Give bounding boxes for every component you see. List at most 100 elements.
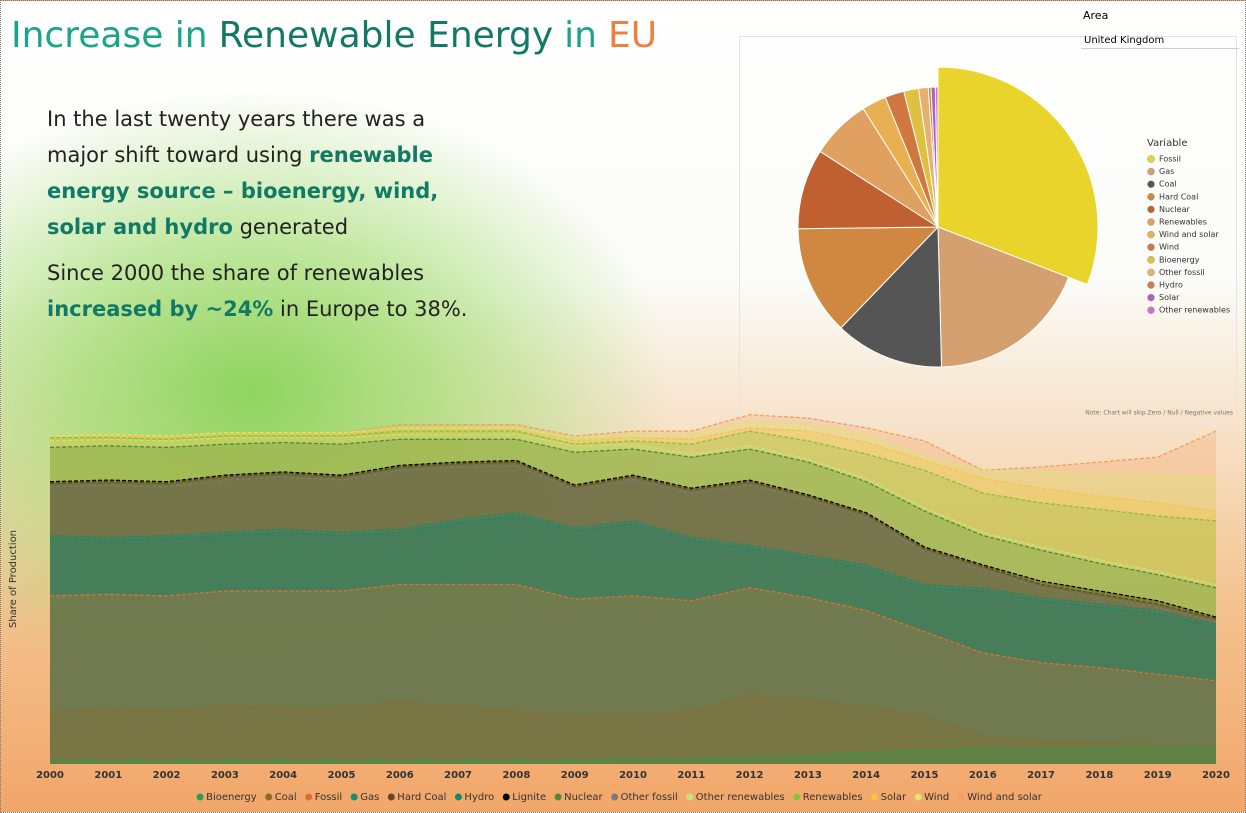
legend-marker — [554, 793, 562, 801]
legend-label: Other fossil — [621, 792, 678, 803]
x-tick-label: 2020 — [1202, 770, 1230, 781]
area — [50, 465, 1216, 764]
text-run: generated — [232, 215, 349, 239]
legend-marker — [1147, 155, 1155, 163]
legend-marker — [387, 793, 395, 801]
area — [50, 695, 1216, 764]
legend-label: Hydro — [464, 792, 494, 803]
legend-marker — [686, 793, 694, 801]
legend-label: Hard Coal — [397, 792, 446, 803]
paragraph: In the last twenty years there was a maj… — [47, 101, 487, 245]
area — [50, 516, 1216, 764]
y-axis-label: Share of Production — [8, 530, 19, 628]
area — [50, 434, 1216, 764]
intro-text: In the last twenty years there was a maj… — [47, 101, 487, 337]
legend-marker — [502, 793, 510, 801]
legend-marker — [305, 793, 313, 801]
legend-marker — [957, 793, 965, 801]
slicer-label: Area — [1083, 9, 1109, 22]
legend-label: Solar — [1159, 293, 1180, 302]
legend-label: Wind — [1159, 243, 1179, 252]
legend-marker — [350, 793, 358, 801]
x-tick-label: 2008 — [502, 770, 530, 781]
legend-label: Hydro — [1159, 281, 1183, 290]
legend-label: Gas — [360, 792, 379, 803]
title-part: in — [564, 15, 597, 56]
chart-note: Note: Chart will skip Zero / Null / Nega… — [1085, 410, 1233, 417]
x-tick-label: 2010 — [619, 770, 647, 781]
x-tick-label: 2004 — [269, 770, 297, 781]
series-line — [49, 459, 1217, 618]
legend: Bioenergy Coal Fossil Gas Hard Coal Hydro Lign… — [196, 792, 1043, 803]
text-run: Since 2000 the share of renewables — [47, 261, 425, 285]
title-part: Increase in — [11, 15, 208, 56]
legend-label: Wind and solar — [1159, 230, 1219, 239]
legend-label: Lignite — [512, 792, 546, 803]
pie-slice — [934, 86, 939, 228]
area — [50, 746, 1216, 764]
series-line — [49, 515, 1217, 628]
legend-marker — [1147, 205, 1155, 214]
legend-marker — [1147, 306, 1155, 314]
series-line — [49, 438, 1217, 589]
title-part: EU — [607, 15, 658, 56]
legend-marker — [611, 793, 619, 801]
legend-marker — [914, 793, 922, 801]
series-line — [50, 430, 1217, 522]
slicer-dropdown[interactable]: United Kingdom — [1081, 33, 1239, 49]
series-line — [49, 512, 1217, 625]
area — [50, 512, 1216, 764]
area — [50, 439, 1216, 764]
area — [50, 462, 1216, 764]
legend-label: Nuclear — [564, 792, 603, 803]
legend-label: Wind — [924, 792, 949, 803]
legend-marker — [871, 793, 879, 801]
series-line — [49, 461, 1217, 620]
legend-label: Solar — [881, 792, 907, 803]
title-part: Renewable Energy — [218, 15, 554, 56]
legend-title: Variable — [1147, 138, 1188, 149]
text-run: In the last twenty years there was a maj… — [47, 107, 426, 167]
legend-label: Bioenergy — [206, 792, 257, 803]
legend-marker — [1147, 243, 1155, 251]
text-run: increased by ~24% — [47, 297, 274, 321]
legend-label: Other fossil — [1159, 268, 1205, 277]
legend-marker — [1147, 293, 1155, 302]
x-tick-label: 2016 — [969, 770, 997, 781]
area — [50, 460, 1216, 764]
x-tick-label: 2000 — [36, 770, 64, 781]
area — [50, 421, 1216, 764]
x-tick-label: 2018 — [1085, 770, 1113, 781]
legend-label: Other renewables — [1159, 306, 1230, 315]
legend-marker — [196, 793, 204, 801]
pie-slice — [937, 66, 1099, 286]
legend-label: Renewables — [803, 792, 863, 803]
x-tick-label: 2005 — [328, 770, 356, 781]
legend-marker — [265, 793, 273, 801]
legend-marker — [1147, 180, 1155, 188]
pie-slice — [797, 226, 940, 329]
text-run: in Europe to 38%. — [273, 297, 468, 321]
x-tick-label: 2019 — [1144, 770, 1172, 781]
legend-label: Hard Coal — [1159, 192, 1198, 201]
series-line — [50, 745, 1216, 762]
x-tick-label: 2006 — [386, 770, 414, 781]
legend-label: Bioenergy — [1159, 255, 1200, 264]
area — [50, 584, 1216, 764]
area — [50, 414, 1216, 764]
x-tick-label: 2015 — [911, 770, 939, 781]
legend-marker — [1147, 230, 1155, 239]
legend-label: Gas — [1159, 167, 1174, 176]
legend-marker — [454, 793, 462, 801]
x-tick-label: 2002 — [153, 770, 181, 781]
x-tick-label: 2003 — [211, 770, 239, 781]
legend-label: Fossil — [315, 792, 343, 803]
series-line — [49, 464, 1217, 623]
title: Increase in Renewable Energy in EU — [11, 15, 657, 56]
legend-label: Other renewables — [696, 792, 785, 803]
pie-panel — [739, 36, 1237, 423]
x-tick-label: 2009 — [561, 770, 589, 781]
series-line — [49, 420, 1217, 479]
series-line — [49, 433, 1217, 586]
